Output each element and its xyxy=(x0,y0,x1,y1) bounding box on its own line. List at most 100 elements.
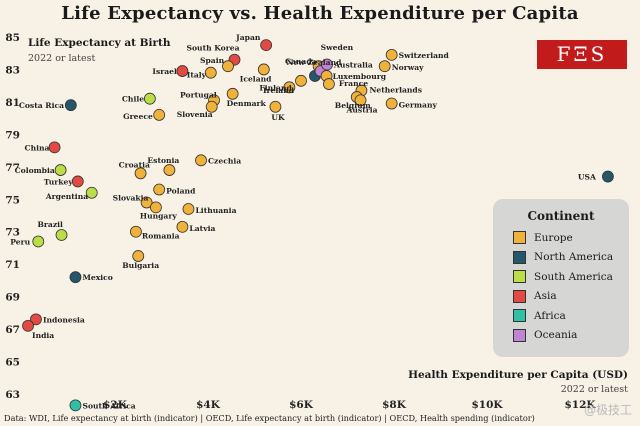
point-label: Slovenia xyxy=(177,110,213,119)
point-label: Sweden xyxy=(321,43,354,52)
legend-item: North America xyxy=(493,248,629,268)
y-tick-label: 65 xyxy=(5,357,20,369)
x-axis-label: Health Expenditure per Capita (USD) xyxy=(408,369,628,381)
point-label: Poland xyxy=(166,187,196,196)
data-point xyxy=(69,271,82,284)
point-label: Bulgaria xyxy=(122,261,159,270)
point-label: Japan xyxy=(235,33,261,42)
point-label: Peru xyxy=(10,237,30,246)
y-tick-label: 69 xyxy=(5,292,20,304)
y-tick-label: 81 xyxy=(5,97,20,109)
data-point xyxy=(283,81,296,94)
data-point xyxy=(269,100,282,113)
point-label: Latvia xyxy=(189,224,215,233)
data-points xyxy=(22,39,614,412)
legend-item: Asia xyxy=(493,287,629,307)
point-label: Mexico xyxy=(82,273,112,282)
x-tick-label: $2K xyxy=(103,399,128,411)
data-point xyxy=(226,87,239,100)
data-point xyxy=(150,201,162,214)
legend-item: Europe xyxy=(493,228,629,248)
point-label: India xyxy=(32,331,54,340)
axis-ticks: 63 65 67 69 71 73 75 77 79 81 83 85 $2K $4K $6K $8K $10K… xyxy=(5,32,596,411)
point-label: Romania xyxy=(142,232,180,241)
point-label: Denmark xyxy=(227,99,267,108)
point-labels: Japan South Korea Spain Italy Israel Iceland C… xyxy=(10,33,596,410)
point-label: Norway xyxy=(392,63,424,72)
data-point xyxy=(48,141,61,154)
x-axis-sublabel: 2022 or latest xyxy=(560,384,628,395)
point-label: Hungary xyxy=(140,211,177,220)
data-point xyxy=(204,66,217,79)
y-axis-label: Life Expectancy at Birth xyxy=(28,37,171,49)
data-point xyxy=(385,97,398,110)
data-point xyxy=(176,65,189,77)
point-label: Israel xyxy=(152,67,177,76)
point-label: New Zealand xyxy=(287,58,343,67)
point-label: UK xyxy=(271,113,285,122)
x-tick-label: $4K xyxy=(196,399,221,411)
data-point xyxy=(134,167,147,180)
data-point xyxy=(195,154,207,167)
data-point xyxy=(153,183,166,196)
legend-label: Asia xyxy=(534,290,557,303)
point-label: Czechia xyxy=(208,156,241,165)
data-point xyxy=(22,319,34,332)
point-label: Greece xyxy=(123,112,153,121)
point-label: USA xyxy=(578,173,596,182)
point-label: Argentina xyxy=(45,192,88,201)
data-point xyxy=(143,92,156,105)
chart-title: Life Expectancy vs. Health Expenditure p… xyxy=(61,3,579,24)
data-point xyxy=(55,229,68,241)
point-label: Luxembourg xyxy=(333,72,387,81)
y-tick-label: 67 xyxy=(5,324,20,336)
point-label: Colombia xyxy=(15,166,55,175)
legend-item: Africa xyxy=(493,306,629,326)
y-axis-sublabel: 2022 or latest xyxy=(28,53,96,64)
legend-swatch xyxy=(513,309,526,323)
legend-swatch xyxy=(513,250,526,264)
point-label: Canada xyxy=(285,57,317,66)
data-point xyxy=(176,220,189,233)
data-point xyxy=(64,99,77,112)
point-label: Indonesia xyxy=(43,315,85,324)
point-label: Slovakia xyxy=(113,194,149,203)
data-point xyxy=(257,63,270,76)
data-point xyxy=(153,108,166,121)
data-point xyxy=(30,313,42,326)
point-label: Portugal xyxy=(180,90,217,99)
point-label: Lithuania xyxy=(195,206,236,215)
data-point xyxy=(222,60,234,73)
point-label: Croatia xyxy=(119,160,150,169)
data-point xyxy=(130,225,142,238)
data-point xyxy=(140,196,153,209)
data-point xyxy=(385,48,398,61)
point-label: Finland xyxy=(259,83,292,92)
point-label: Estonia xyxy=(147,156,179,165)
y-tick-label: 85 xyxy=(5,32,20,44)
data-point xyxy=(85,186,98,199)
point-label: Spain xyxy=(200,56,225,65)
point-label: Netherlands xyxy=(369,86,422,95)
watermark: @极技工 xyxy=(583,403,632,417)
point-label: South Korea xyxy=(187,44,240,53)
legend-title: Continent xyxy=(527,209,595,223)
point-label: Brazil xyxy=(38,220,64,229)
x-tick-label: $10K xyxy=(471,399,503,411)
y-tick-label: 83 xyxy=(5,64,20,76)
y-tick-label: 79 xyxy=(5,129,20,141)
point-label: Chile xyxy=(122,95,144,104)
data-point xyxy=(54,164,67,176)
legend-items: Europe North America South America Asia Afri… xyxy=(493,228,629,345)
data-point xyxy=(205,100,218,113)
point-label: France xyxy=(339,79,368,88)
legend-swatch xyxy=(513,270,526,284)
data-point xyxy=(322,78,335,90)
data-point xyxy=(69,399,82,412)
point-label: South Africa xyxy=(82,401,135,410)
point-label: Ireland xyxy=(263,86,295,95)
point-label: Austria xyxy=(346,105,378,114)
x-tick-label: $6K xyxy=(289,399,314,411)
legend-label: Africa xyxy=(534,309,566,322)
